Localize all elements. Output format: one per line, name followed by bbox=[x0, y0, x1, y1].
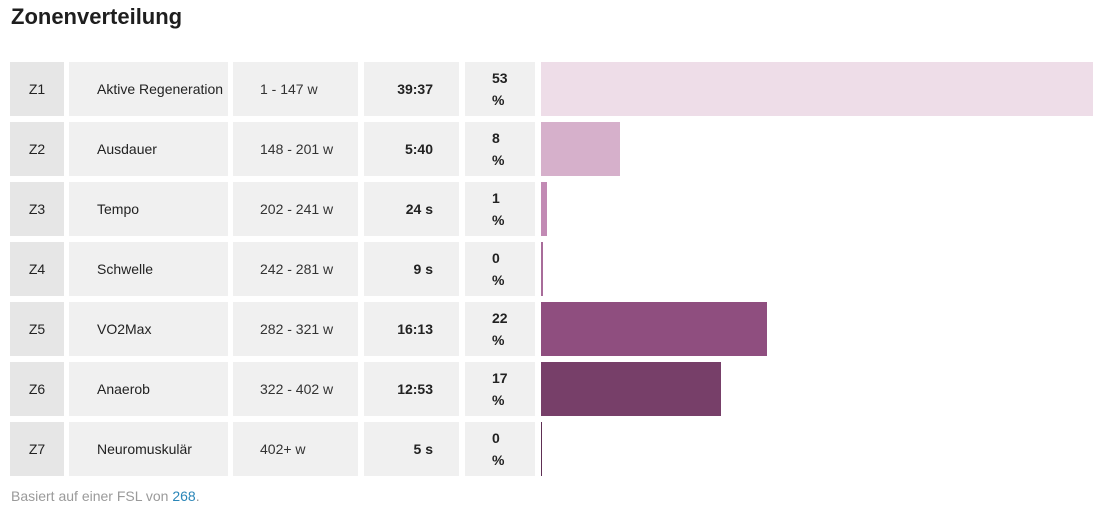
zone-row: Z2 Ausdauer 148 - 201 w 5:40 8 % bbox=[10, 122, 1100, 176]
zone-percent: 0 % bbox=[465, 422, 535, 476]
zone-time: 12:53 bbox=[364, 362, 459, 416]
zone-bar bbox=[541, 182, 547, 236]
zone-bar bbox=[541, 362, 721, 416]
zone-watts: 148 - 201 w bbox=[233, 122, 358, 176]
zone-name: Neuromuskulär bbox=[69, 422, 228, 476]
zone-bar bbox=[541, 122, 620, 176]
zone-percent: 8 % bbox=[465, 122, 535, 176]
zone-time: 24 s bbox=[364, 182, 459, 236]
footer-end: . bbox=[195, 488, 200, 504]
zone-watts: 242 - 281 w bbox=[233, 242, 358, 296]
zone-time: 9 s bbox=[364, 242, 459, 296]
zone-row: Z1 Aktive Regeneration 1 - 147 w 39:37 5… bbox=[10, 62, 1100, 116]
zone-percent: 22 % bbox=[465, 302, 535, 356]
zone-percent: 17 % bbox=[465, 362, 535, 416]
zone-watts: 322 - 402 w bbox=[233, 362, 358, 416]
zone-watts: 402+ w bbox=[233, 422, 358, 476]
zone-bar bbox=[541, 302, 767, 356]
zone-name: Aktive Regeneration bbox=[69, 62, 228, 116]
zone-name: VO2Max bbox=[69, 302, 228, 356]
zone-label: Z3 bbox=[10, 182, 64, 236]
zone-time: 39:37 bbox=[364, 62, 459, 116]
footer-text: Basiert auf einer FSL von bbox=[11, 488, 173, 504]
zone-name: Schwelle bbox=[69, 242, 228, 296]
page-title: Zonenverteilung bbox=[11, 4, 183, 29]
zone-bar bbox=[541, 242, 543, 296]
zone-time: 5:40 bbox=[364, 122, 459, 176]
zone-label: Z4 bbox=[10, 242, 64, 296]
zone-row: Z4 Schwelle 242 - 281 w 9 s 0 % bbox=[10, 242, 1100, 296]
zone-time: 5 s bbox=[364, 422, 459, 476]
zone-name: Anaerob bbox=[69, 362, 228, 416]
zone-name: Ausdauer bbox=[69, 122, 228, 176]
zone-label: Z5 bbox=[10, 302, 64, 356]
zone-bar bbox=[541, 62, 1093, 116]
zone-bar bbox=[541, 422, 542, 476]
zone-watts: 202 - 241 w bbox=[233, 182, 358, 236]
zone-row: Z7 Neuromuskulär 402+ w 5 s 0 % bbox=[10, 422, 1100, 476]
fsl-link[interactable]: 268 bbox=[172, 488, 196, 504]
zone-label: Z1 bbox=[10, 62, 64, 116]
zone-percent: 1 % bbox=[465, 182, 535, 236]
zone-label: Z6 bbox=[10, 362, 64, 416]
zone-percent: 0 % bbox=[465, 242, 535, 296]
zone-name: Tempo bbox=[69, 182, 228, 236]
zone-row: Z5 VO2Max 282 - 321 w 16:13 22 % bbox=[10, 302, 1100, 356]
zone-percent: 53 % bbox=[465, 62, 535, 116]
zone-row: Z3 Tempo 202 - 241 w 24 s 1 % bbox=[10, 182, 1100, 236]
footer-note: Basiert auf einer FSL von 268. bbox=[11, 488, 200, 504]
zone-label: Z2 bbox=[10, 122, 64, 176]
zone-watts: 1 - 147 w bbox=[233, 62, 358, 116]
zone-watts: 282 - 321 w bbox=[233, 302, 358, 356]
zone-label: Z7 bbox=[10, 422, 64, 476]
zone-time: 16:13 bbox=[364, 302, 459, 356]
zone-row: Z6 Anaerob 322 - 402 w 12:53 17 % bbox=[10, 362, 1100, 416]
